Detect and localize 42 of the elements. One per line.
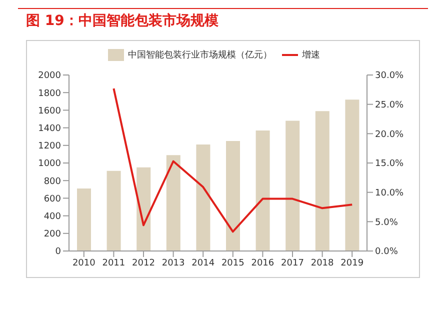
x-tick-label: 2017 <box>281 258 304 268</box>
y2-tick-label: 15.0% <box>375 159 404 170</box>
bar <box>345 100 360 251</box>
y2-tick-label: 20.0% <box>375 130 404 140</box>
bar <box>136 167 151 251</box>
x-tick-label: 2014 <box>192 258 215 268</box>
x-tick-label: 2016 <box>251 258 274 268</box>
y2-tick-label: 30.0% <box>375 71 404 82</box>
y-tick-label: 600 <box>44 194 62 204</box>
y-tick-label: 1600 <box>38 106 62 116</box>
y-tick-label: 0 <box>55 247 62 258</box>
chart-title: 图 19：中国智能包装市场规模 <box>26 12 218 30</box>
y-tick-label: 400 <box>44 212 62 222</box>
x-tick-label: 2010 <box>72 258 96 268</box>
bar <box>166 155 180 251</box>
x-tick-label: 2013 <box>162 258 185 268</box>
bar <box>106 170 121 251</box>
y-tick-label: 1800 <box>38 88 62 99</box>
legend-label: 中国智能包装行业市场规模（亿元） <box>128 50 272 60</box>
legend-label: 增速 <box>302 50 320 60</box>
bar <box>226 141 240 251</box>
y2-tick-label: 0.0% <box>375 247 398 258</box>
y-tick-label: 2000 <box>38 71 62 82</box>
x-tick-label: 2015 <box>221 258 244 268</box>
y-tick-label: 800 <box>44 176 62 187</box>
bar <box>286 120 300 251</box>
line-series <box>112 87 354 233</box>
bar <box>256 130 270 251</box>
x-tick-label: 2019 <box>340 258 364 268</box>
bar <box>196 144 210 251</box>
x-tick-label: 2011 <box>102 258 126 268</box>
y-tick-label: 1000 <box>38 159 62 170</box>
y2-tick-label: 5.0% <box>375 218 398 228</box>
x-tick-label: 2018 <box>310 258 334 268</box>
bar <box>77 188 91 251</box>
y-tick-label: 1400 <box>38 124 62 134</box>
y2-tick-label: 10.0% <box>375 188 404 199</box>
y-tick-label: 1200 <box>38 142 62 152</box>
y-tick-label: 200 <box>44 230 62 240</box>
y2-tick-label: 25.0% <box>375 100 404 111</box>
x-tick-label: 2012 <box>132 258 155 268</box>
bar <box>315 111 330 251</box>
